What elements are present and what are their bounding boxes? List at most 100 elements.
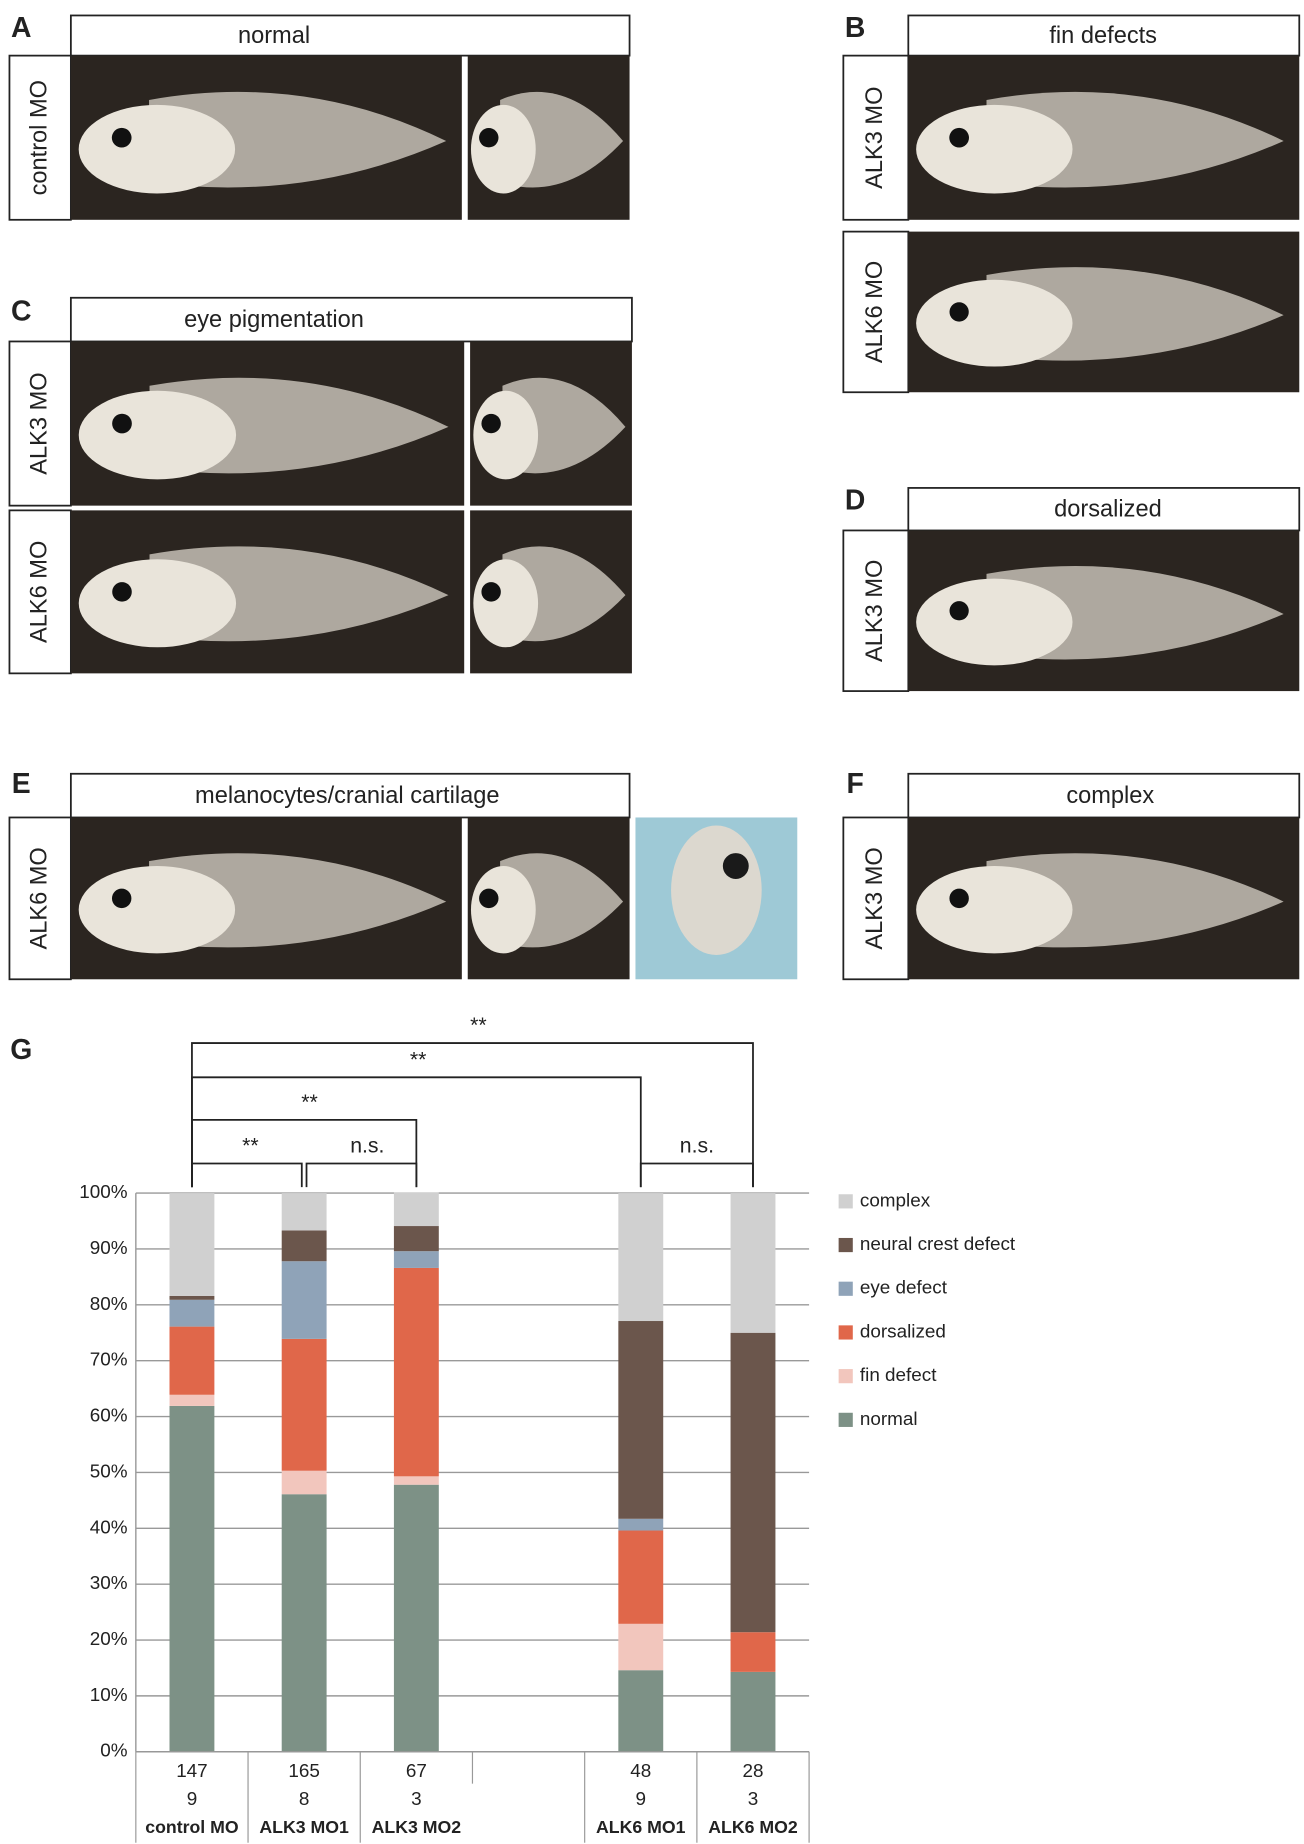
panel-title-box <box>69 296 633 343</box>
photo <box>908 530 1300 692</box>
embryo <box>671 825 762 956</box>
legend-swatch <box>838 1325 853 1340</box>
eye <box>111 127 132 148</box>
table-cell: 147 <box>176 1761 208 1782</box>
bar-segment <box>281 1470 327 1495</box>
panel-title-box <box>69 14 631 57</box>
y-tick-label: 30% <box>90 1573 128 1594</box>
significance-label: ** <box>242 1134 259 1158</box>
eye <box>481 582 501 602</box>
y-tick-label: 60% <box>90 1406 128 1427</box>
bar-segment <box>393 1484 439 1752</box>
panel-title: dorsalized <box>1054 497 1162 523</box>
body <box>916 866 1073 954</box>
photo <box>467 817 630 980</box>
row-label-box <box>842 816 910 981</box>
panel-title-box <box>907 14 1301 57</box>
body <box>916 104 1073 194</box>
body <box>916 578 1073 666</box>
row-label-box <box>8 340 72 507</box>
legend-swatch <box>838 1369 853 1384</box>
eye <box>949 888 969 909</box>
bar-segment <box>169 1299 215 1327</box>
legend-swatch <box>838 1412 853 1427</box>
bar-segment <box>169 1295 215 1300</box>
eye <box>722 853 749 879</box>
significance-label: ** <box>301 1090 318 1114</box>
bar-segment <box>618 1193 664 1322</box>
legend-swatch <box>838 1237 853 1253</box>
bar-segment <box>281 1494 327 1752</box>
significance-bracket <box>639 1162 754 1188</box>
legend-swatch <box>838 1281 853 1296</box>
eye <box>949 127 969 148</box>
y-tick-label: 10% <box>90 1685 128 1706</box>
row-label: control MO <box>26 80 52 195</box>
y-tick-label: 40% <box>90 1517 128 1538</box>
photo <box>470 341 632 506</box>
eye <box>949 601 969 621</box>
body <box>470 104 536 194</box>
body <box>473 390 539 480</box>
panel-title: complex <box>1066 783 1154 809</box>
body <box>473 559 539 648</box>
bar-segment <box>169 1193 215 1296</box>
table-cell: 165 <box>288 1761 320 1782</box>
legend-label: complex <box>860 1190 931 1211</box>
row-label-box <box>8 54 72 221</box>
x-tick-label: ALK6 MO1 <box>596 1817 686 1837</box>
body <box>916 279 1073 367</box>
eye <box>112 582 132 602</box>
x-tick-label: ALK3 MO2 <box>372 1817 462 1837</box>
panel-label: F <box>847 768 864 800</box>
bar-segment <box>393 1476 439 1485</box>
photo <box>908 55 1300 220</box>
bar-segment <box>393 1192 439 1227</box>
eye <box>949 302 969 322</box>
legend-label: dorsalized <box>860 1321 946 1342</box>
photo <box>908 231 1300 393</box>
panel-label: B <box>845 12 865 44</box>
table-cell: 67 <box>406 1761 427 1782</box>
bar-segment <box>618 1623 664 1671</box>
photo <box>467 55 630 220</box>
bar-segment <box>730 1671 776 1752</box>
eye <box>479 128 499 148</box>
significance-bracket <box>191 1162 303 1188</box>
y-tick-label: 20% <box>90 1629 128 1650</box>
table-cell: 3 <box>411 1789 422 1810</box>
bar-segment <box>281 1193 327 1231</box>
x-tick-label: ALK6 MO2 <box>708 1817 798 1837</box>
panel-title: eye pigmentation <box>184 307 364 333</box>
bar-segment <box>730 1193 776 1333</box>
table-cell: 8 <box>299 1789 310 1810</box>
eye <box>111 888 132 909</box>
panel-label: C <box>11 296 31 328</box>
row-label: ALK6 MO <box>26 541 52 643</box>
significance-label: ** <box>470 1013 487 1037</box>
bar-segment <box>618 1670 664 1752</box>
panel-title: normal <box>238 23 310 49</box>
significance-bracket <box>191 1042 754 1188</box>
bar-segment <box>169 1405 215 1752</box>
photo <box>70 341 465 506</box>
bar-segment <box>618 1518 664 1531</box>
bar-segment <box>169 1394 215 1406</box>
x-tick-label: control MO <box>145 1817 239 1837</box>
panel-label: E <box>12 768 31 800</box>
row-label: ALK6 MO <box>26 847 52 949</box>
significance-bracket <box>191 1118 418 1188</box>
table-cell: 9 <box>636 1789 647 1810</box>
bar-segment <box>281 1261 327 1339</box>
bar-segment <box>618 1530 664 1624</box>
panel-label: D <box>845 485 865 517</box>
eye <box>112 413 132 434</box>
eye <box>479 888 499 909</box>
panel-title-box <box>907 487 1301 532</box>
bar-segment <box>730 1332 776 1633</box>
panel-label: A <box>11 12 31 44</box>
photo <box>70 55 462 220</box>
y-tick-label: 80% <box>90 1294 128 1315</box>
photo <box>470 510 632 674</box>
